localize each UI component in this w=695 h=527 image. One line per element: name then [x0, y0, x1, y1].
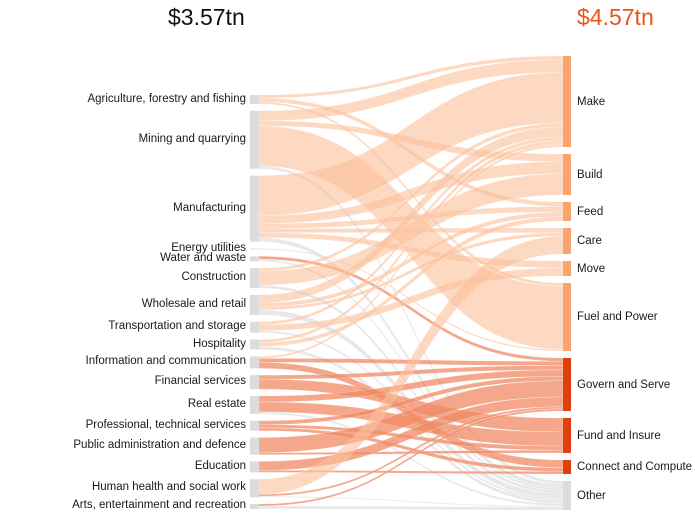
target-node	[563, 481, 571, 510]
source-label: Professional, technical services	[85, 418, 246, 431]
source-total-label: $3.57tn	[168, 4, 245, 30]
source-node	[250, 268, 259, 289]
source-node	[250, 375, 259, 390]
target-label: Govern and Serve	[577, 378, 671, 391]
source-node	[250, 479, 259, 498]
target-label: Move	[577, 262, 606, 275]
source-node	[250, 248, 259, 250]
source-label: Hospitality	[192, 337, 246, 350]
source-node	[250, 420, 259, 431]
source-node	[250, 95, 259, 105]
target-node	[563, 202, 571, 221]
target-label: Care	[577, 235, 602, 247]
target-total-label: $4.57tn	[577, 4, 654, 30]
source-node	[250, 395, 259, 414]
source-label: Agriculture, forestry and fishing	[87, 92, 246, 105]
links-layer	[258, 55, 564, 511]
target-label: Connect and Compute	[577, 461, 693, 473]
source-label: Financial services	[154, 375, 246, 388]
target-label: Make	[577, 95, 606, 108]
flow-link	[258, 505, 564, 511]
source-label: Real estate	[187, 397, 246, 410]
source-label: Information and communication	[85, 355, 246, 368]
source-label: Human health and social work	[91, 481, 246, 494]
source-label: Mining and quarrying	[138, 132, 246, 145]
source-node	[250, 175, 259, 242]
source-node	[250, 294, 259, 315]
source-label: Education	[194, 459, 246, 472]
target-label: Other	[577, 489, 606, 502]
target-label: Fuel and Power	[577, 311, 658, 323]
source-label: Construction	[181, 271, 246, 284]
target-node	[563, 261, 571, 276]
source-label: Public administration and defence	[73, 439, 246, 452]
source-label: Wholesale and retail	[141, 297, 246, 310]
target-node	[563, 358, 571, 411]
source-node	[250, 437, 259, 455]
target-node	[563, 228, 571, 254]
source-node	[250, 256, 259, 262]
source-label: Water and waste	[160, 251, 246, 264]
target-node	[563, 418, 571, 453]
source-node	[250, 110, 259, 169]
nodes-layer	[250, 56, 571, 510]
target-label: Fund and Insure	[577, 429, 661, 442]
source-label: Manufacturing	[173, 201, 246, 214]
source-node	[250, 503, 259, 509]
target-node	[563, 56, 571, 147]
source-node	[250, 339, 259, 350]
source-label: Arts, entertainment and recreation	[72, 499, 246, 512]
source-node	[250, 461, 259, 473]
source-label: Energy utilities	[171, 241, 246, 254]
target-label: Build	[577, 168, 603, 181]
source-label: Transportation and storage	[108, 320, 246, 333]
target-node	[563, 460, 571, 474]
target-label: Feed	[577, 205, 604, 218]
target-node	[563, 154, 571, 195]
target-node	[563, 283, 571, 351]
source-node	[250, 321, 259, 333]
source-node	[250, 356, 259, 369]
